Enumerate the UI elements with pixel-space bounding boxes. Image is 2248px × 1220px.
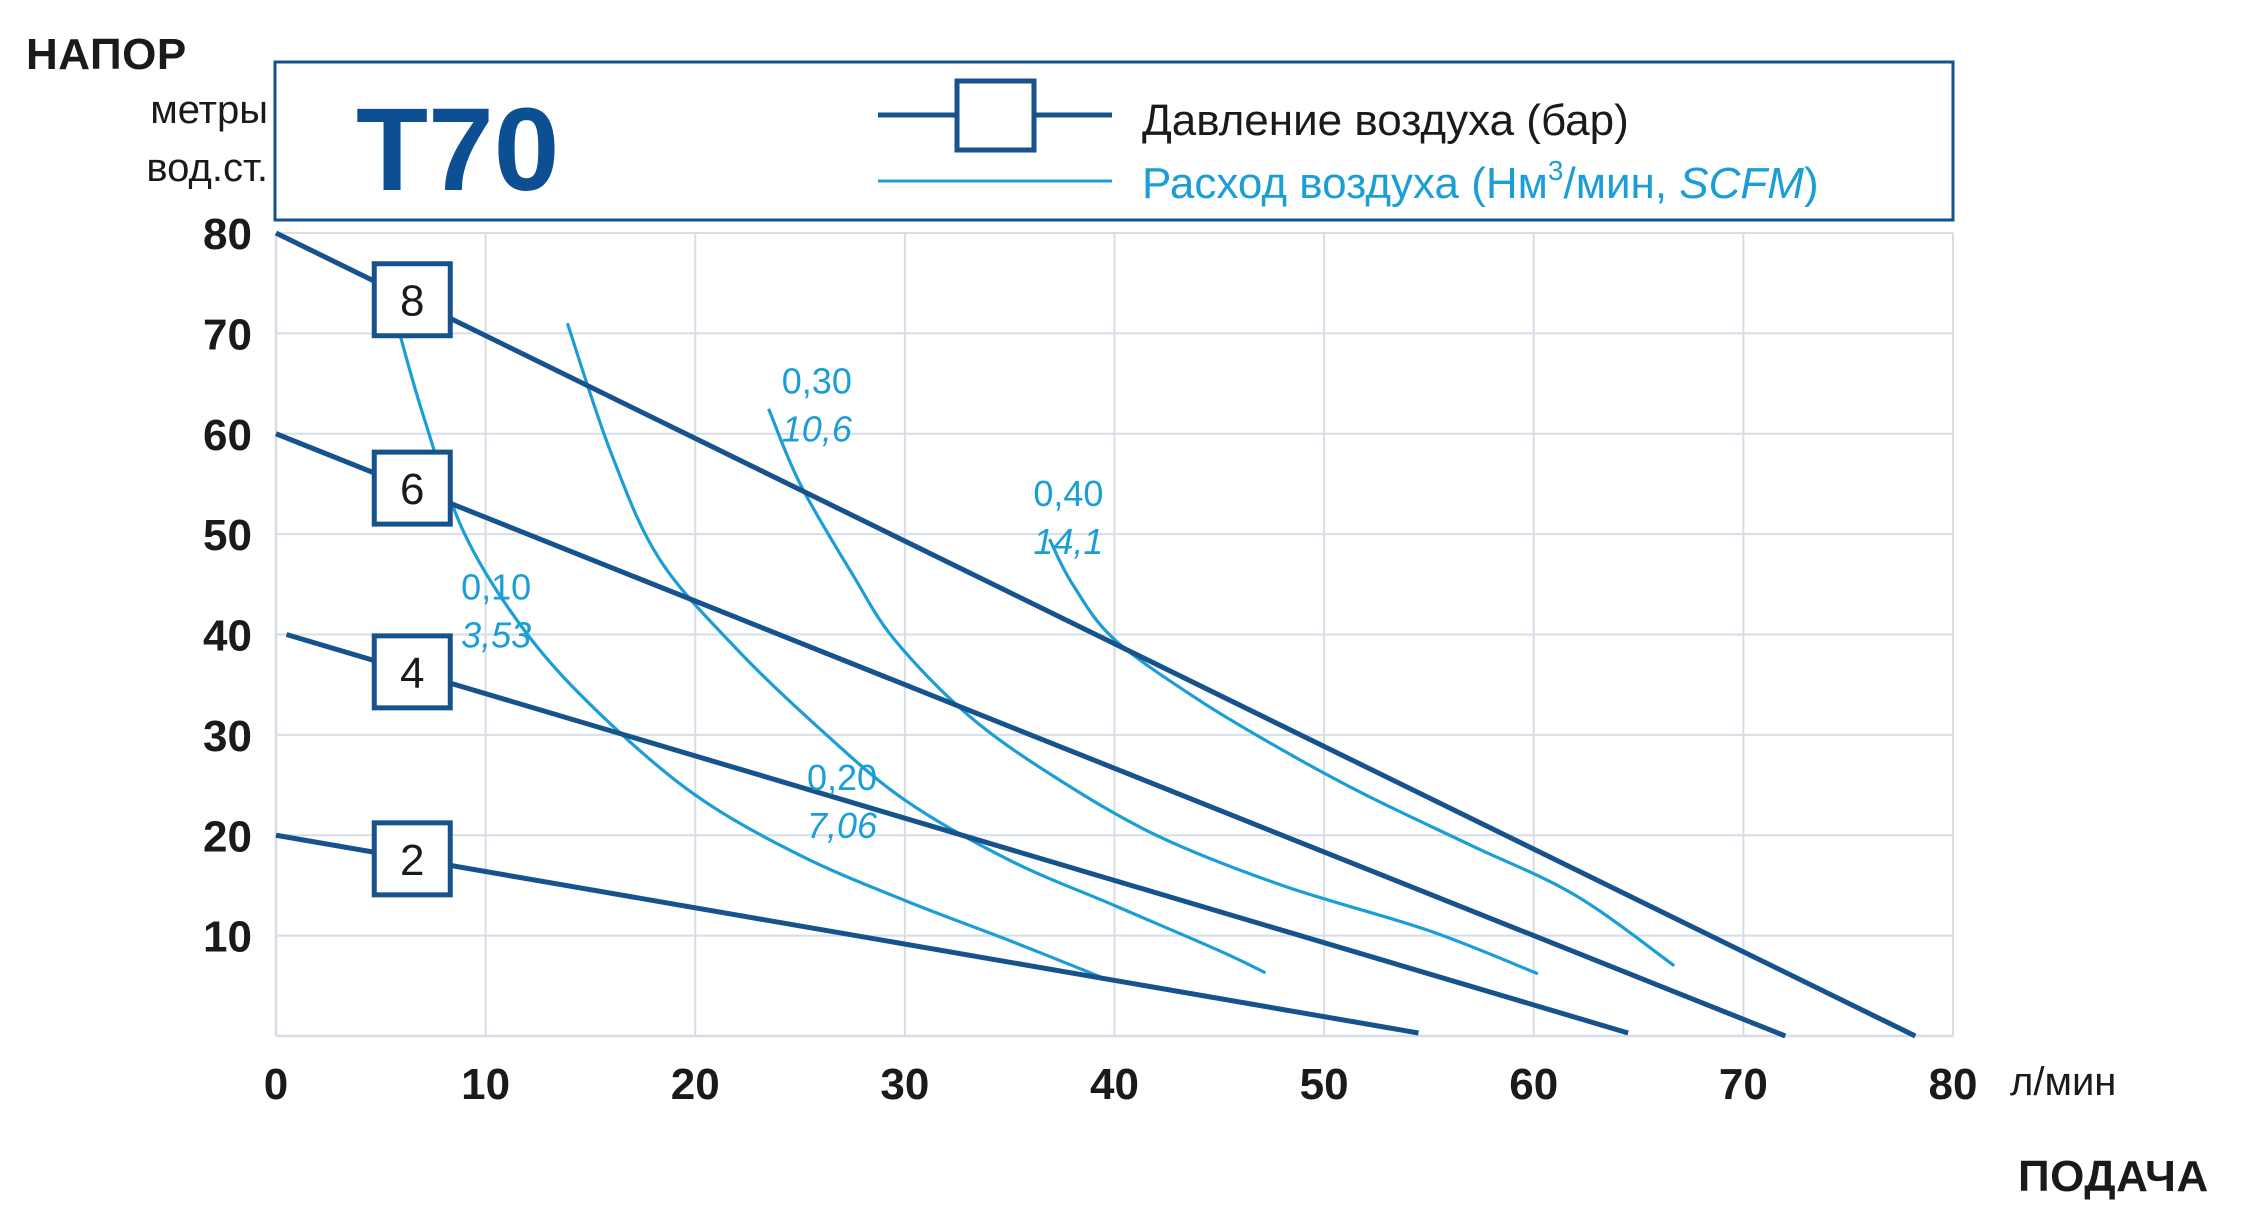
- pressure-label: 4: [400, 649, 424, 698]
- y-axis-unit-line2: вод.ст.: [146, 146, 268, 190]
- pressure-label: 2: [400, 836, 424, 885]
- pressure-lines: 2 4 6 8: [274, 230, 1917, 1039]
- y-tick-label: 10: [203, 913, 252, 962]
- pressure-label-box: [371, 820, 453, 898]
- x-tick-label: 60: [1509, 1060, 1558, 1109]
- pressure-label: 6: [400, 465, 424, 514]
- x-tick-label: 70: [1719, 1060, 1768, 1109]
- legend-pressure-label: Давление воздуха (бар): [1142, 96, 1629, 145]
- air-flow-curves: [393, 317, 1676, 983]
- air-flow-label-scfm: 10,6: [782, 409, 853, 450]
- air-flow-label-nm3: 0,30: [782, 361, 852, 402]
- y-tick-label: 70: [203, 310, 252, 359]
- air-flow-curve: [767, 408, 1539, 976]
- grid: [276, 232, 1954, 1036]
- legend-pressure-swatch-box: [954, 78, 1037, 153]
- x-tick-label: 50: [1300, 1060, 1349, 1109]
- pressure-line: [275, 431, 1787, 1039]
- y-tick-label: 50: [203, 511, 252, 560]
- pressure-line: [275, 832, 1419, 1036]
- air-flow-label-nm3: 0,40: [1033, 473, 1103, 514]
- legend-airflow-label: Расход воздуха (Нм3/мин, SCFM): [1142, 155, 1819, 208]
- y-tick-label: 80: [203, 210, 252, 259]
- pressure-label-box: [371, 449, 453, 527]
- pressure-label-box: [371, 633, 453, 711]
- y-tick-label: 60: [203, 411, 252, 460]
- air-flow-label-scfm: 7,06: [807, 805, 878, 846]
- legend-frame: [273, 60, 1955, 222]
- x-tick-label: 80: [1929, 1060, 1978, 1109]
- x-tick-label: 20: [671, 1060, 720, 1109]
- y-tick-label: 20: [203, 812, 252, 861]
- legend: T70 Давление воздуха (бар) Расход воздух…: [273, 60, 1955, 222]
- air-flow-curve: [565, 322, 1267, 975]
- pressure-line: [274, 230, 1917, 1039]
- y-axis-unit-line1: метры: [150, 88, 268, 132]
- x-tick-label: 30: [880, 1060, 929, 1109]
- x-tick-label: 0: [264, 1060, 288, 1109]
- x-tick-label: 40: [1090, 1060, 1139, 1109]
- x-axis-heading: ПОДАЧА: [2018, 1152, 2209, 1201]
- y-axis-heading: НАПОР: [26, 30, 187, 79]
- chart-title: T70: [356, 84, 559, 216]
- axes: 0 10 20 30 40 50 60 70 80 10 20 30 40 50 60 70 80: [203, 210, 1977, 1109]
- air-flow-label-scfm: 3,53: [461, 614, 531, 655]
- y-tick-label: 30: [203, 712, 252, 761]
- x-axis-unit: л/мин: [2010, 1060, 2117, 1104]
- curve-labels: 0,10 3,53 0,20 7,06 0,30 10,6 0,40 14,1: [461, 361, 1103, 846]
- air-flow-label-nm3: 0,10: [461, 566, 531, 607]
- pressure-label: 8: [400, 277, 424, 326]
- air-flow-label-nm3: 0,20: [807, 757, 877, 798]
- air-flow-curve: [1048, 538, 1676, 968]
- pressure-label-box: [371, 261, 453, 339]
- x-tick-label: 10: [461, 1060, 510, 1109]
- air-flow-label-scfm: 14,1: [1033, 521, 1103, 562]
- y-tick-label: 40: [203, 612, 252, 661]
- pressure-line: [285, 632, 1629, 1036]
